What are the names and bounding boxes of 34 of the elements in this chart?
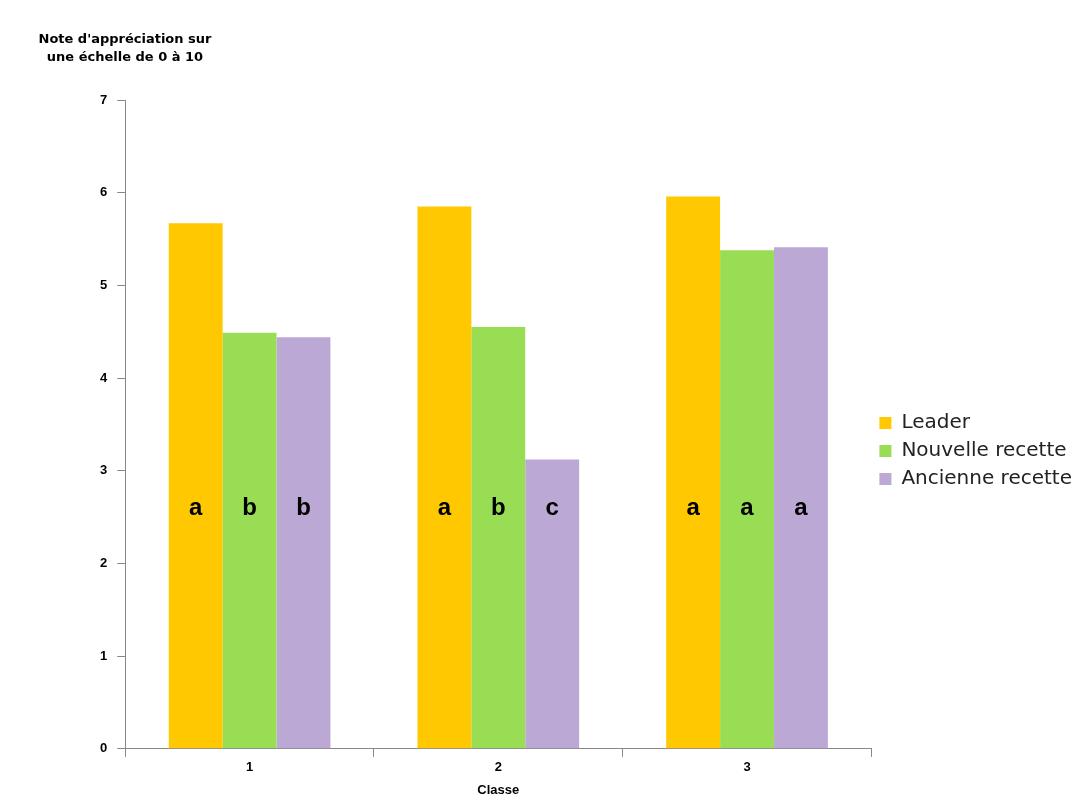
legend-label: Nouvelle recette (901, 437, 1067, 462)
data-label: a (794, 493, 809, 521)
x-axis-title: Classe (477, 781, 520, 797)
data-label: a (189, 493, 204, 521)
y-tick-label: 2 (100, 555, 108, 571)
data-label: b (490, 493, 506, 521)
data-label: c (545, 493, 559, 521)
y-tick-label: 4 (100, 369, 108, 385)
bar (417, 206, 472, 749)
data-label: b (242, 493, 257, 521)
y-tick-label: 7 (100, 91, 108, 107)
bar (525, 459, 580, 749)
bar (666, 196, 721, 749)
data-label: a (686, 493, 701, 521)
y-tick-label: 0 (100, 740, 108, 756)
data-label: b (296, 493, 311, 521)
x-tick-label: 2 (494, 759, 502, 775)
y-axis-title: Note d'appréciation sur une échelle de 0 à 10 (37, 30, 213, 66)
y-tick-label: 1 (100, 647, 108, 663)
bar (773, 247, 828, 749)
legend-label: Leader (901, 409, 971, 434)
y-tick-label: 5 (100, 276, 108, 292)
bar (276, 337, 331, 749)
data-label: a (437, 493, 452, 521)
legend-label: Ancienne recette (901, 465, 1072, 490)
y-tick-label: 6 (100, 184, 108, 200)
y-tick-label: 3 (100, 462, 108, 478)
bar (222, 332, 277, 749)
bar (720, 250, 774, 749)
bar (168, 223, 223, 749)
x-tick-label: 1 (245, 759, 254, 775)
bar (471, 327, 526, 749)
data-label: a (740, 493, 755, 521)
x-tick-label: 3 (743, 759, 751, 775)
